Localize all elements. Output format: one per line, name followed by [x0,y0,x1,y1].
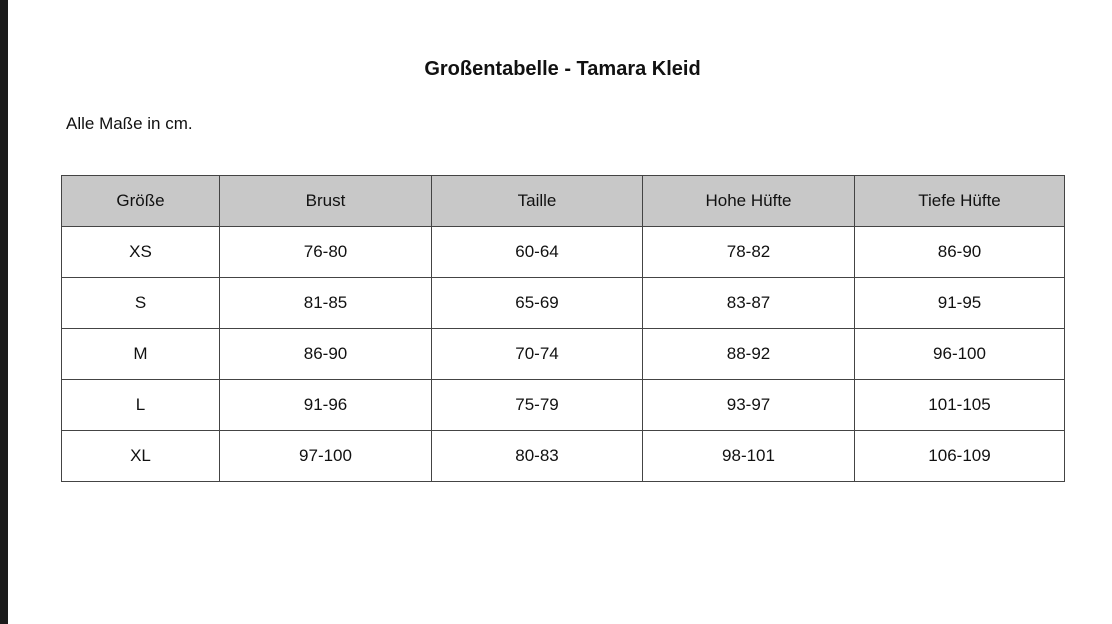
table-cell: 78-82 [642,226,855,278]
table-cell: 83-87 [642,277,855,329]
table-cell: 91-96 [219,379,432,431]
table-cell: XS [61,226,220,278]
table-cell: XL [61,430,220,482]
header-low-hip: Tiefe Hüfte [854,175,1065,227]
table-cell: 86-90 [219,328,432,380]
table-cell: 76-80 [219,226,432,278]
table-cell: 96-100 [854,328,1065,380]
page-title: Großentabelle - Tamara Kleid [424,58,701,80]
table-row: L 91-96 75-79 93-97 101-105 [61,379,1065,431]
table-cell: 81-85 [219,277,432,329]
table-cell: 86-90 [854,226,1065,278]
table-cell: 75-79 [431,379,643,431]
table-cell: 60-64 [431,226,643,278]
table-cell: 91-95 [854,277,1065,329]
table-row: XS 76-80 60-64 78-82 86-90 [61,226,1065,278]
table-cell: L [61,379,220,431]
table-cell: S [61,277,220,329]
header-bust: Brust [219,175,432,227]
header-high-hip: Hohe Hüfte [642,175,855,227]
units-note: Alle Maße in cm. [66,114,193,133]
table-row: XL 97-100 80-83 98-101 106-109 [61,430,1065,482]
table-cell: 106-109 [854,430,1065,482]
table-cell: 97-100 [219,430,432,482]
table-row: M 86-90 70-74 88-92 96-100 [61,328,1065,380]
table-header-row: Größe Brust Taille Hohe Hüfte Tiefe Hüft… [61,175,1065,227]
header-waist: Taille [431,175,643,227]
table-cell: 80-83 [431,430,643,482]
table-cell: 93-97 [642,379,855,431]
table-cell: M [61,328,220,380]
header-size: Größe [61,175,220,227]
window-edge [0,0,8,624]
table-cell: 70-74 [431,328,643,380]
table-cell: 65-69 [431,277,643,329]
table-cell: 98-101 [642,430,855,482]
table-cell: 88-92 [642,328,855,380]
size-table: Größe Brust Taille Hohe Hüfte Tiefe Hüft… [61,175,1065,482]
table-row: S 81-85 65-69 83-87 91-95 [61,277,1065,329]
table-cell: 101-105 [854,379,1065,431]
